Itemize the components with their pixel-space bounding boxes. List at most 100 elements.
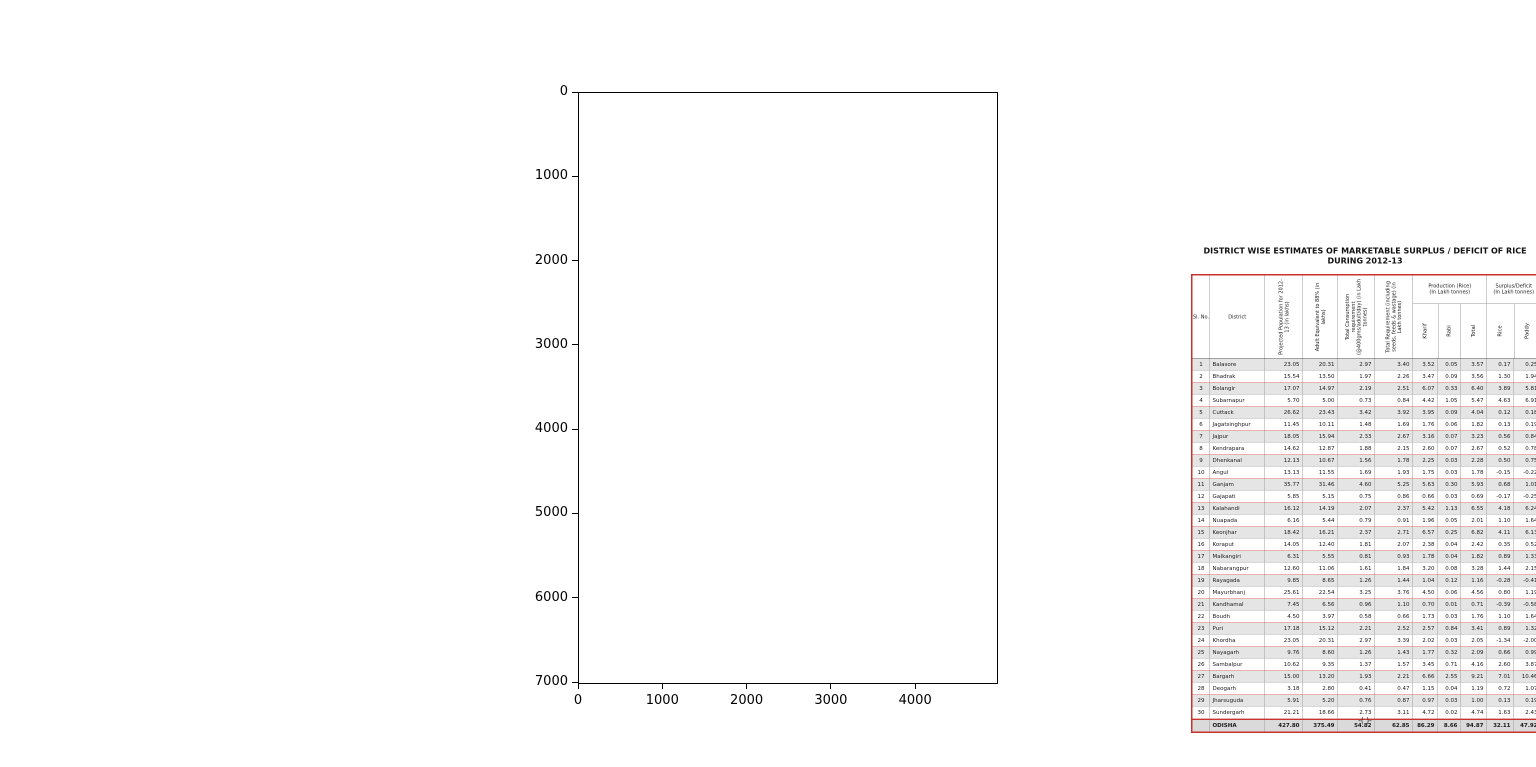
value-cell: 0.91	[1374, 515, 1413, 527]
value-cell: 3.45	[1412, 659, 1438, 671]
value-cell: 94.87	[1460, 720, 1487, 732]
x-tick	[746, 683, 748, 689]
value-cell: -0.39	[1486, 599, 1514, 611]
value-cell: 23.05	[1264, 359, 1303, 371]
sl-no-cell: 29	[1197, 697, 1205, 704]
value-cell: 6.57	[1412, 527, 1438, 539]
table-row: 15 Keonjhar 18.42 16.21 2.37 2.71 6.57 0.25 6.82…	[1192, 527, 1536, 539]
district-cell: Boudh	[1209, 611, 1265, 623]
district-cell: Sundergarh	[1209, 707, 1265, 719]
value-cell: 0.35	[1486, 539, 1514, 551]
value-cell: 0.09	[1437, 407, 1461, 419]
value-cell: 5.00	[1302, 395, 1338, 407]
value-cell: 0.56	[1486, 431, 1514, 443]
sl-no-cell: 8	[1199, 445, 1203, 452]
value-cell: 9.21	[1460, 671, 1487, 683]
value-cell: 1.05	[1437, 395, 1461, 407]
value-cell: 4.16	[1460, 659, 1487, 671]
value-cell: 1.61	[1337, 563, 1375, 575]
value-cell: 1.44	[1374, 575, 1413, 587]
value-cell: 2.60	[1486, 659, 1514, 671]
value-cell: 0.52	[1513, 539, 1536, 551]
value-cell: -0.41	[1513, 575, 1536, 587]
value-cell: 11.45	[1264, 419, 1303, 431]
value-cell: 1.43	[1374, 647, 1413, 659]
page-number-mark: -( )-	[1358, 716, 1372, 725]
value-cell: 0.72	[1486, 683, 1514, 695]
x-tick-label: 2000	[730, 693, 764, 708]
value-cell: 1.77	[1412, 647, 1438, 659]
value-cell: 5.81	[1513, 383, 1536, 395]
value-cell: 1.78	[1460, 467, 1487, 479]
value-cell: 5.63	[1412, 479, 1438, 491]
value-cell: 0.96	[1337, 599, 1375, 611]
value-cell: 0.19	[1513, 695, 1536, 707]
value-cell: 1.93	[1374, 467, 1413, 479]
table-row: 30 Sundergarh 21.21 18.66 2.73 3.11 4.72 0.02 4.…	[1192, 707, 1536, 719]
value-cell: 0.03	[1437, 635, 1461, 647]
value-cell: 1.64	[1513, 515, 1536, 527]
value-cell: 13.50	[1302, 371, 1338, 383]
value-cell: 3.23	[1460, 431, 1487, 443]
value-cell: 12.87	[1302, 443, 1338, 455]
value-cell: 3.28	[1460, 563, 1487, 575]
value-cell: 15.54	[1264, 371, 1303, 383]
value-cell: 1.96	[1412, 515, 1438, 527]
sl-no-cell: 26	[1197, 661, 1205, 668]
value-cell: 3.20	[1412, 563, 1438, 575]
value-cell: 1.16	[1460, 575, 1487, 587]
value-cell: 1.56	[1337, 455, 1375, 467]
district-cell: Nabarangpur	[1209, 563, 1265, 575]
value-cell: 0.97	[1412, 695, 1438, 707]
value-cell: 1.97	[1337, 371, 1375, 383]
value-cell: 1.10	[1486, 515, 1514, 527]
value-cell: 0.17	[1486, 359, 1514, 371]
sl-no-cell: 20	[1197, 589, 1205, 596]
value-cell: 0.19	[1513, 419, 1536, 431]
value-cell: 5.93	[1460, 479, 1487, 491]
value-cell: 2.60	[1412, 443, 1438, 455]
y-tick-label: 0	[559, 84, 568, 99]
value-cell: 1.01	[1513, 479, 1536, 491]
value-cell: 9.85	[1264, 575, 1303, 587]
value-cell: 2.67	[1374, 431, 1413, 443]
value-cell: 15.94	[1302, 431, 1338, 443]
value-cell: 10.46	[1513, 671, 1536, 683]
sl-no-cell: 17	[1197, 553, 1205, 560]
header-paddy: Paddy	[1513, 303, 1536, 359]
y-tick-label: 7000	[534, 674, 568, 689]
y-tick	[572, 260, 578, 262]
header-adult-equivalent: Adult Equivalent to 88% (in lakhs)	[1302, 275, 1338, 359]
value-cell: 0.13	[1486, 695, 1514, 707]
value-cell: 20.31	[1302, 359, 1338, 371]
value-cell: 0.33	[1437, 383, 1461, 395]
x-tick	[914, 683, 916, 689]
value-cell: 0.03	[1437, 455, 1461, 467]
value-cell: 26.62	[1264, 407, 1303, 419]
header-sl-no: Sl. No.	[1192, 314, 1210, 320]
value-cell: 0.70	[1412, 599, 1438, 611]
value-cell: 2.97	[1337, 359, 1375, 371]
table-row: 27 Bargarh 15.00 13.20 1.93 2.21 6.66 2.55 9.21 7…	[1192, 671, 1536, 683]
value-cell: 1.26	[1337, 647, 1375, 659]
district-cell: Dhenkanal	[1209, 455, 1265, 467]
table-row: 13 Kalahandi 16.12 14.19 2.07 2.37 5.42 1.13 6.5…	[1192, 503, 1536, 515]
value-cell: 0.81	[1337, 551, 1375, 563]
value-cell: 0.66	[1374, 611, 1413, 623]
value-cell: -0.25	[1513, 491, 1536, 503]
value-cell: 1.07	[1513, 683, 1536, 695]
value-cell: 0.18	[1513, 407, 1536, 419]
value-cell: 0.02	[1437, 707, 1461, 719]
value-cell: 3.42	[1337, 407, 1375, 419]
value-cell: 3.57	[1460, 359, 1487, 371]
district-cell: ODISHA	[1209, 720, 1265, 732]
table-row: 6 Jagatsinghpur 11.45 10.11 1.48 1.69 1.76 0.06…	[1192, 419, 1536, 431]
value-cell: 3.87	[1513, 659, 1536, 671]
value-cell: 1.81	[1337, 539, 1375, 551]
sl-no-cell: 13	[1197, 505, 1205, 512]
value-cell: 2.67	[1460, 443, 1487, 455]
sl-no-cell: 25	[1197, 649, 1205, 656]
table-row: 20 Mayurbhanj 25.61 22.54 3.25 3.76 4.50 0.06 4.…	[1192, 587, 1536, 599]
y-tick	[572, 175, 578, 177]
value-cell: 12.40	[1302, 539, 1338, 551]
